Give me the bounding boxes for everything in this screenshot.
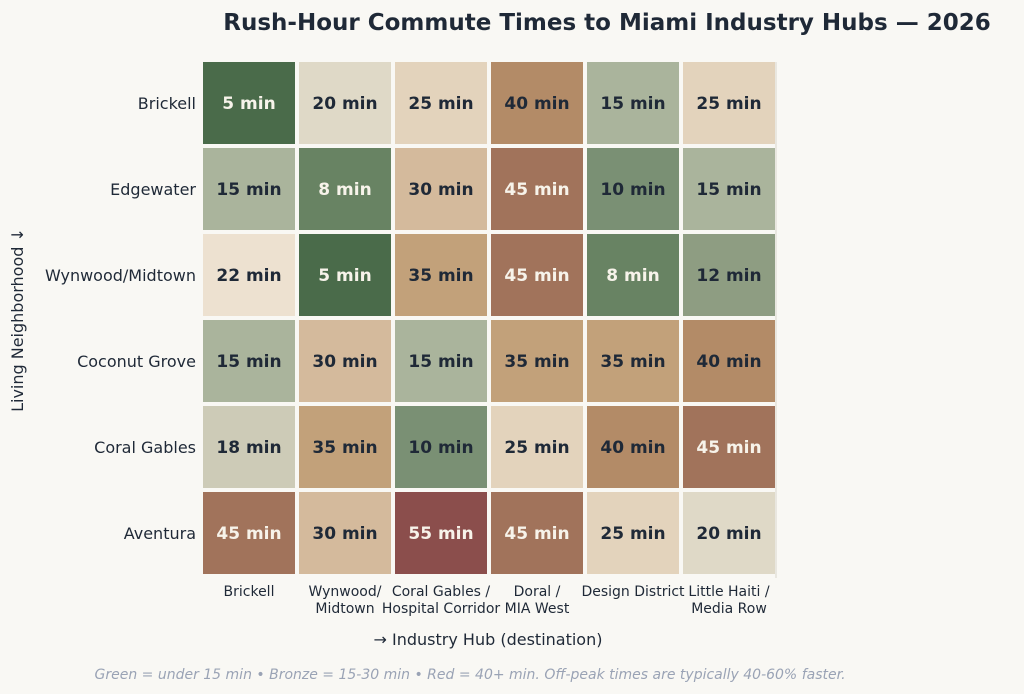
heatmap-cell	[587, 320, 679, 402]
heatmap-cell	[683, 148, 775, 230]
cell-value-label: 40 min	[696, 352, 761, 372]
heatmap-cell	[491, 406, 583, 488]
cell-value-label: 10 min	[600, 180, 665, 200]
column-label: Wynwood/	[309, 584, 382, 600]
heatmap-cell	[491, 492, 583, 574]
heatmap-cell	[683, 234, 775, 316]
cell-value-label: 20 min	[696, 524, 761, 544]
cell-value-label: 35 min	[600, 352, 665, 372]
column-label: Little Haiti /	[688, 584, 769, 600]
row-label: Wynwood/Midtown	[45, 266, 196, 285]
heatmap-cell	[587, 492, 679, 574]
cell-value-label: 15 min	[408, 352, 473, 372]
cell-value-label: 15 min	[216, 180, 281, 200]
column-label: Coral Gables /	[392, 584, 491, 600]
heatmap-cell	[203, 406, 295, 488]
cell-value-label: 5 min	[318, 266, 371, 286]
x-axis-label: → Industry Hub (destination)	[374, 630, 603, 649]
heatmap-cell	[683, 320, 775, 402]
cell-value-label: 8 min	[318, 180, 371, 200]
heatmap-cell	[299, 406, 391, 488]
heatmap-cell	[491, 320, 583, 402]
cell-value-label: 30 min	[312, 524, 377, 544]
cell-value-label: 25 min	[408, 94, 473, 114]
cell-value-label: 15 min	[216, 352, 281, 372]
row-label: Aventura	[124, 524, 196, 543]
cell-value-label: 25 min	[504, 438, 569, 458]
cell-value-label: 35 min	[408, 266, 473, 286]
cell-value-label: 18 min	[216, 438, 281, 458]
heatmap-cell	[395, 320, 487, 402]
heatmap-cell	[395, 62, 487, 144]
row-label: Edgewater	[110, 180, 196, 199]
heatmap-cell	[203, 148, 295, 230]
cell-value-label: 20 min	[312, 94, 377, 114]
heatmap-cell	[299, 148, 391, 230]
heatmap-cell	[587, 62, 679, 144]
heatmap-cell	[587, 406, 679, 488]
heatmap-cell	[299, 492, 391, 574]
column-label: Brickell	[224, 584, 275, 600]
cell-value-label: 40 min	[600, 438, 665, 458]
heatmap-cell	[683, 492, 775, 574]
cell-value-label: 45 min	[696, 438, 761, 458]
cell-value-label: 35 min	[312, 438, 377, 458]
cell-value-label: 45 min	[504, 180, 569, 200]
cell-value-label: 8 min	[606, 266, 659, 286]
heatmap-cell	[203, 62, 295, 144]
cell-value-label: 22 min	[216, 266, 281, 286]
column-label: Hospital Corridor	[382, 601, 501, 617]
heatmap-cell	[299, 234, 391, 316]
heatmap-cell	[203, 234, 295, 316]
cell-value-label: 30 min	[312, 352, 377, 372]
heatmap-cell	[203, 320, 295, 402]
heatmap-grid: 5 min 20 min 25 min 40 min 15 min 25 min 15 mi…	[203, 62, 775, 574]
heatmap-cell	[587, 234, 679, 316]
heatmap-cell	[299, 320, 391, 402]
column-labels: Brickell Wynwood/Midtown Coral Gables /Hos…	[224, 584, 770, 617]
heatmap-cell	[683, 406, 775, 488]
y-axis-label: Living Neighborhood ↓	[8, 228, 27, 412]
heatmap-cell	[587, 148, 679, 230]
cell-value-label: 10 min	[408, 438, 473, 458]
cell-value-label: 15 min	[696, 180, 761, 200]
cell-value-label: 15 min	[600, 94, 665, 114]
cell-value-label: 45 min	[216, 524, 281, 544]
column-label: Media Row	[691, 601, 767, 617]
row-labels: Brickell Edgewater Wynwood/Midtown Coconut …	[45, 94, 196, 543]
column-label: Doral /	[514, 584, 561, 600]
cell-value-label: 40 min	[504, 94, 569, 114]
cell-value-label: 25 min	[600, 524, 665, 544]
cell-value-label: 25 min	[696, 94, 761, 114]
heatmap-cell	[395, 234, 487, 316]
heatmap-cell	[203, 492, 295, 574]
cell-value-label: 35 min	[504, 352, 569, 372]
row-label: Brickell	[138, 94, 196, 113]
column-label: Design District	[581, 584, 685, 600]
heatmap-cell	[395, 148, 487, 230]
column-label: Midtown	[315, 601, 374, 617]
heatmap-cell	[491, 234, 583, 316]
chart-title: Rush-Hour Commute Times to Miami Industr…	[223, 10, 990, 36]
heatmap-cell	[683, 62, 775, 144]
cell-value-label: 55 min	[408, 524, 473, 544]
cell-value-label: 45 min	[504, 266, 569, 286]
cell-value-label: 5 min	[222, 94, 275, 114]
row-label: Coconut Grove	[77, 352, 196, 371]
heatmap-cell	[395, 406, 487, 488]
cell-value-label: 30 min	[408, 180, 473, 200]
heatmap-cell	[491, 148, 583, 230]
cell-value-label: 12 min	[696, 266, 761, 286]
heatmap-cell	[395, 492, 487, 574]
footnote: Green = under 15 min • Bronze = 15-30 mi…	[94, 667, 845, 683]
row-label: Coral Gables	[94, 438, 196, 457]
cell-value-label: 45 min	[504, 524, 569, 544]
heatmap-cell	[491, 62, 583, 144]
heatmap-cell	[299, 62, 391, 144]
column-label: MIA West	[505, 601, 570, 617]
